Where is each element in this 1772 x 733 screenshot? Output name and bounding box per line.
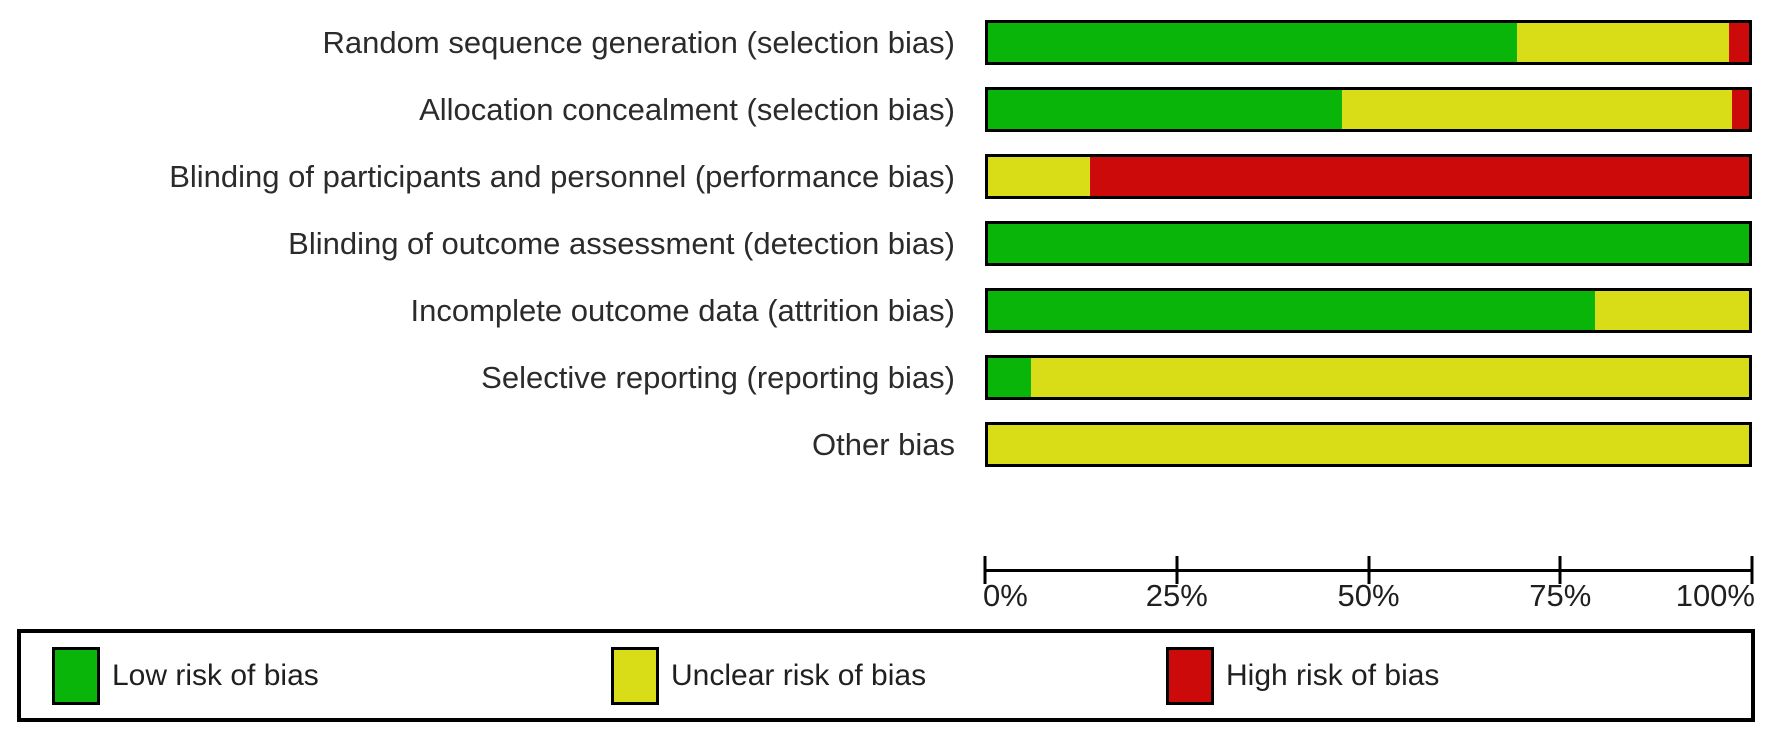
- bias-category-label: Random sequence generation (selection bi…: [322, 25, 955, 60]
- bias-category-label: Selective reporting (reporting bias): [481, 360, 955, 395]
- bar-segment-unclear: [988, 425, 1749, 464]
- x-axis-tick: [983, 556, 987, 584]
- legend-label: Unclear risk of bias: [671, 658, 927, 692]
- x-axis-tick-label: 0%: [983, 578, 1028, 613]
- legend-swatch-high-icon: [1166, 646, 1214, 705]
- legend-item-unclear: Unclear risk of bias: [611, 633, 926, 718]
- x-axis-tick: [1367, 556, 1370, 584]
- bar-segment-high: [1729, 23, 1749, 62]
- chart-row: Allocation concealment (selection bias): [0, 87, 1772, 132]
- x-axis-tick-label: 75%: [1529, 578, 1592, 613]
- stacked-bar: [985, 87, 1752, 132]
- chart-row: Random sequence generation (selection bi…: [0, 20, 1772, 65]
- x-axis-tick: [1175, 556, 1179, 584]
- legend-swatch-unclear-icon: [611, 646, 659, 705]
- x-axis-tick-label: 50%: [1337, 578, 1400, 613]
- bias-category-label: Blinding of participants and personnel (…: [169, 159, 955, 194]
- chart-row: Blinding of outcome assessment (detectio…: [0, 221, 1772, 266]
- bar-segment-unclear: [988, 157, 1090, 196]
- x-axis: 0% 25% 50% 75% 100%: [983, 556, 1755, 626]
- bar-segment-high: [1089, 157, 1749, 196]
- bar-segment-high: [1732, 90, 1749, 129]
- stacked-bar: [985, 20, 1752, 65]
- bar-segment-low: [988, 90, 1342, 129]
- bar-segment-low: [988, 358, 1031, 397]
- chart-row: Other bias: [0, 422, 1772, 467]
- stacked-bar: [985, 355, 1752, 400]
- stacked-bar: [985, 154, 1752, 199]
- x-axis-tick-label: 100%: [1675, 578, 1755, 613]
- bar-segment-unclear: [1516, 23, 1730, 62]
- bias-category-label: Other bias: [811, 427, 955, 462]
- bar-segment-low: [988, 23, 1517, 62]
- bar-segment-low: [988, 291, 1596, 330]
- legend-swatch-low-icon: [52, 646, 100, 705]
- legend-label: High risk of bias: [1226, 658, 1440, 692]
- x-axis-tick: [1558, 556, 1562, 584]
- stacked-bar: [985, 221, 1752, 266]
- bar-segment-unclear: [1030, 358, 1749, 397]
- bias-category-label: Allocation concealment (selection bias): [419, 92, 955, 127]
- bar-segment-low: [988, 224, 1749, 263]
- legend-item-low: Low risk of bias: [52, 633, 319, 718]
- chart-rows: Random sequence generation (selection bi…: [0, 20, 1772, 489]
- bias-category-label: Incomplete outcome data (attrition bias): [410, 293, 956, 328]
- bar-segment-unclear: [1341, 90, 1733, 129]
- chart-row: Incomplete outcome data (attrition bias): [0, 288, 1772, 333]
- chart-row: Blinding of participants and personnel (…: [0, 154, 1772, 199]
- bar-segment-unclear: [1595, 291, 1749, 330]
- stacked-bar: [985, 422, 1752, 467]
- legend-item-high: High risk of bias: [1166, 633, 1439, 718]
- bias-category-label: Blinding of outcome assessment (detectio…: [288, 226, 955, 261]
- x-axis-tick-label: 25%: [1145, 578, 1208, 613]
- legend: Low risk of bias Unclear risk of bias High…: [17, 629, 1755, 722]
- x-axis-tick: [1750, 556, 1754, 584]
- stacked-bar: [985, 288, 1752, 333]
- legend-label: Low risk of bias: [112, 658, 319, 692]
- chart-row: Selective reporting (reporting bias): [0, 355, 1772, 400]
